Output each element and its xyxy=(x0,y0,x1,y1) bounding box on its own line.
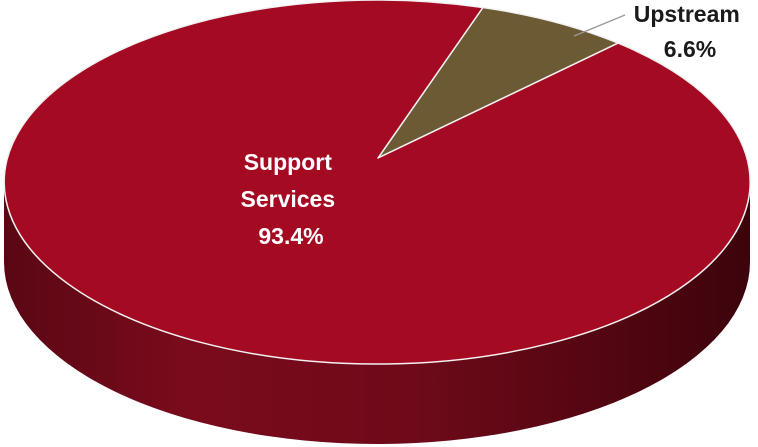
slice-label-upstream: Upstream 6.6% xyxy=(634,1,747,62)
upstream-leader-line xyxy=(573,14,626,37)
slice-label-upstream-name: Upstream xyxy=(634,1,740,27)
pie-slice-support-services xyxy=(3,0,751,365)
slice-value-upstream: 6.6% xyxy=(664,36,716,62)
pie-side-wall xyxy=(4,182,750,444)
slice-label-line-1: Support xyxy=(244,149,332,175)
slice-label-line-2: Services xyxy=(240,186,335,212)
slice-value-support-services: 93.4% xyxy=(258,223,323,249)
slice-label-support-services: Support Services 93.4% xyxy=(240,149,341,249)
pie-slice-upstream xyxy=(377,6,619,159)
